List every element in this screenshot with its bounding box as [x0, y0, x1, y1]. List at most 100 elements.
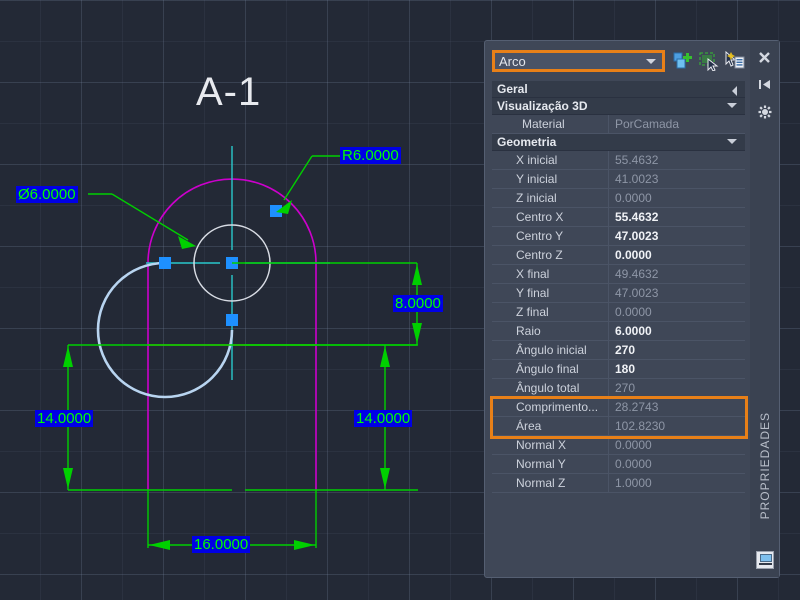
dimension-label-diameter[interactable]: Ø6.0000: [16, 186, 78, 203]
palette-properties-icon[interactable]: [758, 105, 772, 121]
dimension-label-radius[interactable]: R6.0000: [340, 147, 401, 164]
table-row[interactable]: Ângulo final 180: [492, 360, 745, 379]
properties-panel-body: Arco: [485, 41, 750, 577]
close-icon[interactable]: [758, 51, 771, 66]
section-label-geral: Geral: [497, 82, 528, 96]
table-row[interactable]: Z inicial 0.0000: [492, 189, 745, 208]
table-row[interactable]: X inicial 55.4632: [492, 151, 745, 170]
table-row[interactable]: Centro X 55.4632: [492, 208, 745, 227]
table-row[interactable]: Y final 47.0023: [492, 284, 745, 303]
table-row[interactable]: Z final 0.0000: [492, 303, 745, 322]
property-value[interactable]: 47.0023: [615, 286, 659, 300]
property-value[interactable]: 270: [615, 381, 636, 395]
grip-points: [159, 205, 282, 326]
customization-icon[interactable]: [756, 551, 774, 569]
dim-8-lines: [232, 262, 418, 346]
property-value[interactable]: 28.2743: [615, 400, 659, 414]
object-type-dropdown[interactable]: Arco: [492, 50, 665, 72]
property-name: Normal Y: [492, 455, 609, 473]
dimension-label-height-right-lower[interactable]: 14.0000: [354, 410, 413, 427]
dim-14-right-arrow-bottom: [380, 468, 390, 489]
radius-arrowhead: [276, 200, 292, 214]
table-row[interactable]: Raio 6.0000: [492, 322, 745, 341]
diameter-leader: [88, 193, 189, 241]
property-name: Ângulo total: [492, 379, 609, 397]
radius-leader: [283, 155, 340, 201]
select-objects-icon[interactable]: [673, 51, 693, 71]
dim-16-arrow-right: [294, 540, 315, 550]
dim-16-arrow-left: [149, 540, 170, 550]
property-name: Ângulo final: [492, 360, 609, 378]
property-value[interactable]: 41.0023: [615, 172, 659, 186]
table-row[interactable]: Centro Z 0.0000: [492, 246, 745, 265]
property-name: X final: [492, 265, 609, 283]
palette-header-icons: [673, 50, 745, 72]
table-row[interactable]: Normal Z 1.0000: [492, 474, 745, 493]
table-row[interactable]: Ângulo total 270: [492, 379, 745, 398]
property-name: Área: [492, 417, 609, 435]
settings-bar-shape: [759, 563, 772, 565]
section-header-visualizacao-3d[interactable]: Visualização 3D: [492, 98, 745, 115]
property-value[interactable]: 0.0000: [615, 457, 652, 471]
property-name: Ângulo inicial: [492, 341, 609, 359]
palette-side-rail: PROPRIEDADES: [750, 41, 779, 577]
property-name: Y final: [492, 284, 609, 302]
property-value[interactable]: 55.4632: [615, 153, 659, 167]
dimension-label-height-left-lower[interactable]: 14.0000: [35, 410, 94, 427]
table-row[interactable]: Comprimento... 28.2743: [492, 398, 745, 417]
dim-14-left-arrow-bottom: [63, 468, 73, 489]
property-name: Normal Z: [492, 474, 609, 492]
table-row[interactable]: Material PorCamada: [492, 115, 745, 134]
chevron-down-icon: [646, 58, 656, 64]
dimension-label-width-bottom[interactable]: 16.0000: [192, 536, 251, 553]
selected-arc: [96, 261, 234, 399]
property-value[interactable]: 6.0000: [615, 324, 652, 338]
property-name: Centro Y: [492, 227, 609, 245]
diameter-arrowhead: [178, 236, 196, 249]
property-value[interactable]: 55.4632: [615, 210, 659, 224]
property-value[interactable]: 102.8230: [615, 419, 666, 433]
chevron-left-icon: [732, 86, 737, 96]
table-row[interactable]: Ângulo inicial 270: [492, 341, 745, 360]
property-value[interactable]: 0.0000: [615, 191, 652, 205]
property-value[interactable]: 0.0000: [615, 248, 652, 262]
property-name: Z inicial: [492, 189, 609, 207]
table-row[interactable]: Área 102.8230: [492, 417, 745, 436]
auto-hide-icon[interactable]: [758, 78, 772, 93]
property-value[interactable]: PorCamada: [615, 117, 680, 131]
property-value[interactable]: 0.0000: [615, 305, 652, 319]
property-value[interactable]: 49.4632: [615, 267, 659, 281]
chevron-down-icon: [727, 139, 737, 144]
property-name: Z final: [492, 303, 609, 321]
property-value[interactable]: 0.0000: [615, 438, 652, 452]
section-header-geometria[interactable]: Geometria: [492, 134, 745, 151]
table-row[interactable]: Normal X 0.0000: [492, 436, 745, 455]
property-value[interactable]: 270: [615, 343, 636, 357]
property-name: Centro X: [492, 208, 609, 226]
dimension-label-height-right[interactable]: 8.0000: [393, 295, 443, 312]
table-row[interactable]: Centro Y 47.0023: [492, 227, 745, 246]
property-value[interactable]: 47.0023: [615, 229, 659, 243]
section-label-geometria: Geometria: [497, 135, 557, 149]
properties-palette: Arco: [484, 40, 780, 578]
drawing-title: A-1: [196, 70, 262, 114]
section-header-geral[interactable]: Geral: [492, 81, 745, 98]
property-value[interactable]: 180: [615, 362, 636, 376]
property-value[interactable]: 1.0000: [615, 476, 652, 490]
dim-8-arrow-top: [412, 264, 422, 285]
quick-select-marquee-icon[interactable]: [699, 51, 719, 72]
dim-8-arrow-bottom: [412, 323, 422, 344]
property-name: Material: [492, 115, 609, 133]
dim-14-right-arrow-top: [380, 346, 390, 367]
dim-14-left-arrow-top: [63, 346, 73, 367]
palette-title-vertical: PROPRIEDADES: [757, 411, 772, 519]
quick-select-list-icon[interactable]: [725, 50, 745, 71]
table-row[interactable]: X final 49.4632: [492, 265, 745, 284]
screen-shape: [760, 554, 772, 562]
table-row[interactable]: Y inicial 41.0023: [492, 170, 745, 189]
table-row[interactable]: Normal Y 0.0000: [492, 455, 745, 474]
property-name: Raio: [492, 322, 609, 340]
section-label-visualizacao-3d: Visualização 3D: [497, 99, 588, 113]
